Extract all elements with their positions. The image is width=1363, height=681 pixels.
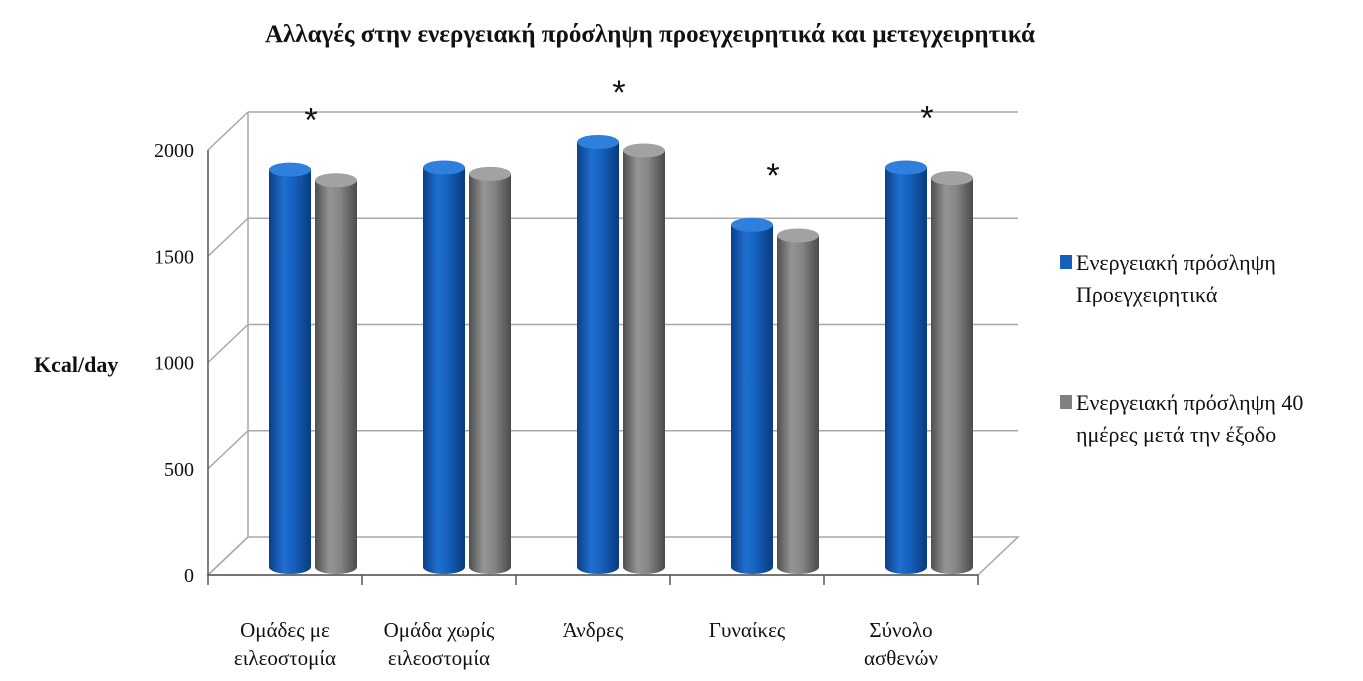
gridline-depth — [207, 111, 249, 151]
bar — [577, 135, 619, 574]
bar-body — [931, 178, 973, 574]
legend-swatch — [1060, 255, 1072, 269]
significance-marker: * — [612, 74, 625, 112]
bar-top — [885, 160, 927, 175]
bar-body — [577, 142, 619, 574]
annotation-layer: * * * * — [304, 74, 933, 195]
bar-top — [469, 166, 511, 181]
y-tick-label: 500 — [164, 459, 194, 481]
significance-marker: * — [304, 102, 317, 140]
x-tick-label: Άνδρες — [563, 618, 624, 642]
x-tick-label: Γυναίκες — [709, 618, 786, 642]
gridline-depth — [207, 323, 249, 364]
x-tick-label: Ομάδες με ειλεοστομία — [234, 618, 336, 670]
bar-top — [315, 173, 357, 188]
y-tick-label: 1500 — [154, 246, 194, 268]
bar-top — [269, 162, 311, 177]
bar — [777, 228, 819, 574]
bar-top — [931, 171, 973, 186]
bar-layer — [269, 135, 973, 574]
bar — [623, 143, 665, 574]
legend-label: Ενεργειακή πρόσληψη Προεγχειρητικά — [1076, 250, 1276, 307]
bar — [885, 160, 927, 574]
y-tick-label: 2000 — [154, 140, 194, 162]
y-tick-label: 0 — [184, 565, 194, 587]
bar — [731, 217, 773, 574]
bar-body — [885, 167, 927, 574]
x-tick-label: Σύνολο ασθενών — [864, 618, 938, 670]
y-tick-label: 1000 — [154, 353, 194, 375]
gridline-depth — [207, 430, 249, 470]
bar — [931, 171, 973, 574]
bar-body — [469, 173, 511, 574]
x-tick-label: Ομάδα χωρίς ειλεοστομία — [384, 618, 495, 670]
bar — [269, 162, 311, 574]
legend-item: Ενεργειακή πρόσληψη 40 ημέρες μετά την έξ… — [1060, 390, 1303, 447]
gridline-depth — [207, 217, 249, 257]
significance-marker: * — [920, 100, 933, 138]
bar-top — [731, 217, 773, 232]
bar-top — [423, 160, 465, 175]
bar — [469, 166, 511, 574]
bar-top — [777, 228, 819, 243]
legend-label: Ενεργειακή πρόσληψη 40 ημέρες μετά την έξ… — [1076, 390, 1303, 447]
y-axis-label: Kcal/day — [34, 352, 118, 377]
chart-title: Αλλαγές στην ενεργειακή πρόσληψη προεγχε… — [265, 21, 1035, 48]
bar-body — [623, 150, 665, 574]
bar-body — [423, 167, 465, 574]
bar-top — [623, 143, 665, 158]
bar-top — [577, 135, 619, 149]
legend: Ενεργειακή πρόσληψη Προεγχειρητικά Ενεργει… — [1060, 250, 1303, 447]
significance-marker: * — [766, 157, 779, 195]
legend-item: Ενεργειακή πρόσληψη Προεγχειρητικά — [1060, 250, 1276, 307]
bar-body — [315, 180, 357, 574]
legend-swatch — [1060, 395, 1072, 409]
bar-body — [731, 224, 773, 574]
bar — [315, 173, 357, 574]
bar — [423, 160, 465, 574]
bar-body — [777, 235, 819, 574]
bar-body — [269, 169, 311, 574]
axis-layer: 0 500 1000 1500 2000 Ομάδες με ειλεοστομία Ομάδ… — [154, 140, 979, 670]
